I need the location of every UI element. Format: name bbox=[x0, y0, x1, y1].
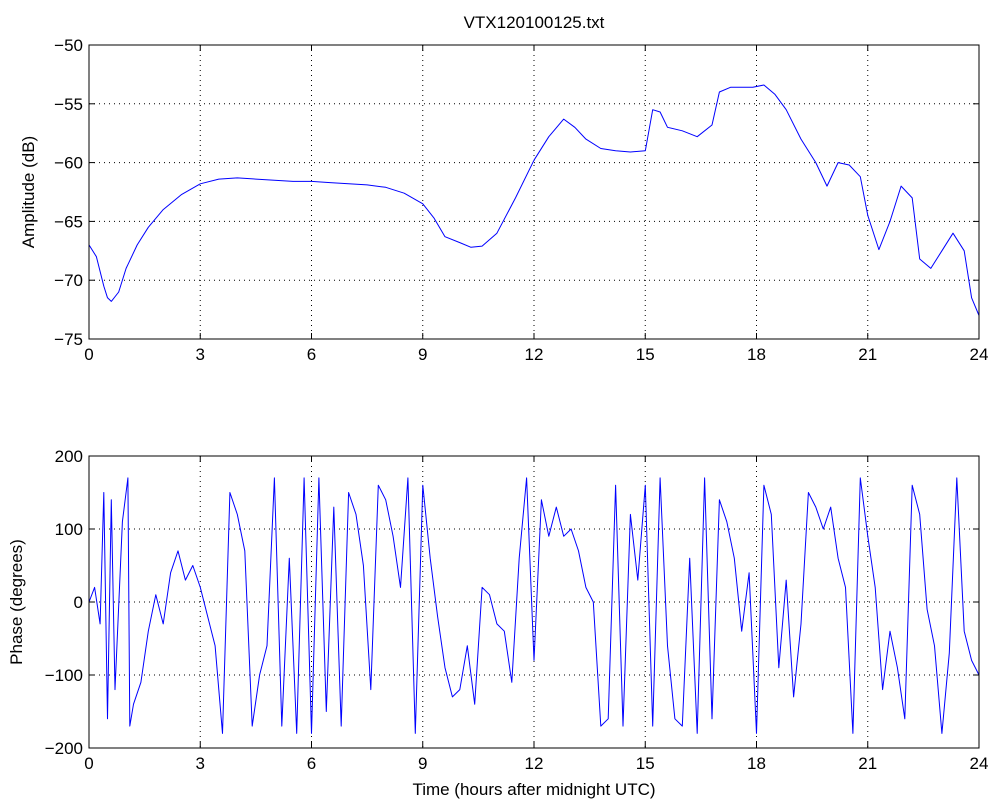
amplitude-chart-title: VTX120100125.txt bbox=[464, 13, 605, 32]
amplitude-y-axis-label: Amplitude (dB) bbox=[19, 136, 38, 248]
phase-x-axis-label: Time (hours after midnight UTC) bbox=[412, 780, 655, 799]
amplitude-x-tick-label: 24 bbox=[970, 345, 989, 364]
phase-x-tick-label: 0 bbox=[84, 754, 93, 773]
amplitude-x-tick-label: 6 bbox=[307, 345, 316, 364]
amplitude-x-tick-label: 15 bbox=[636, 345, 655, 364]
amplitude-y-tick-label: −75 bbox=[54, 330, 83, 349]
amplitude-data-layer bbox=[88, 84, 980, 316]
amplitude-ticks: 0 3 6 9 12 15 18 21 24 −75 −70 −65 −60 −55 −50 bbox=[54, 36, 988, 364]
phase-data-layer bbox=[88, 477, 980, 734]
phase-x-tick-label: 15 bbox=[636, 754, 655, 773]
amplitude-x-tick-label: 21 bbox=[858, 345, 877, 364]
amplitude-x-tick-label: 12 bbox=[525, 345, 544, 364]
amplitude-y-tick-label: −70 bbox=[54, 271, 83, 290]
phase-grid bbox=[89, 456, 979, 748]
phase-x-tick-label: 3 bbox=[196, 754, 205, 773]
phase-y-tick-label: −100 bbox=[45, 666, 83, 685]
phase-x-tick-label: 18 bbox=[747, 754, 766, 773]
phase-y-tick-label: 0 bbox=[74, 593, 83, 612]
amplitude-y-tick-label: −65 bbox=[54, 212, 83, 231]
phase-x-tick-label: 21 bbox=[858, 754, 877, 773]
amplitude-y-tick-label: −60 bbox=[54, 154, 83, 173]
phase-x-tick-label: 6 bbox=[307, 754, 316, 773]
phase-series-line bbox=[88, 477, 980, 734]
amplitude-x-tick-label: 0 bbox=[84, 345, 93, 364]
amplitude-x-tick-label: 3 bbox=[196, 345, 205, 364]
amplitude-subplot: VTX120100125.txt 0 3 6 9 12 15 18 21 24 −75 −70 −65… bbox=[19, 13, 988, 364]
phase-x-tick-label: 24 bbox=[970, 754, 989, 773]
phase-x-tick-label: 12 bbox=[525, 754, 544, 773]
amplitude-y-tick-label: −55 bbox=[54, 95, 83, 114]
phase-y-tick-label: 100 bbox=[55, 520, 83, 539]
phase-y-tick-label: −200 bbox=[45, 739, 83, 758]
amplitude-x-tick-label: 9 bbox=[418, 345, 427, 364]
phase-y-axis-label: Phase (degrees) bbox=[7, 539, 26, 665]
phase-y-tick-label: 200 bbox=[55, 447, 83, 466]
amplitude-x-tick-label: 18 bbox=[747, 345, 766, 364]
amplitude-y-tick-label: −50 bbox=[54, 36, 83, 55]
amplitude-series-line bbox=[88, 84, 980, 316]
phase-subplot: 0 3 6 9 12 15 18 21 24 −200 −100 0 100 200 Phase (deg… bbox=[7, 447, 988, 799]
amplitude-grid bbox=[89, 45, 979, 339]
phase-ticks: 0 3 6 9 12 15 18 21 24 −200 −100 0 100 200 bbox=[45, 447, 989, 773]
phase-x-tick-label: 9 bbox=[418, 754, 427, 773]
